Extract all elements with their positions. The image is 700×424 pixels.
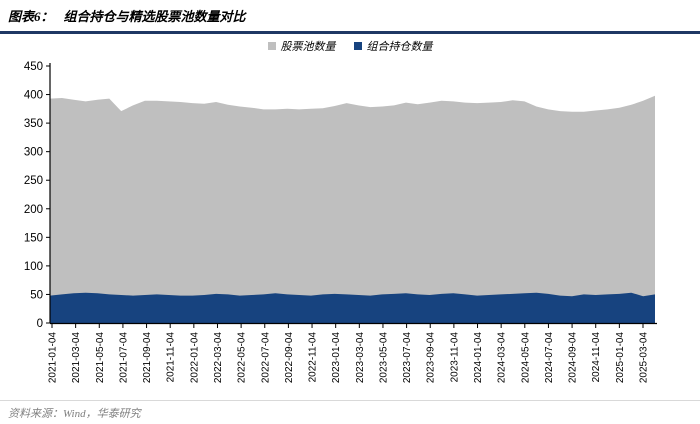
x-tick-label: 2023-05-04 xyxy=(378,332,389,384)
legend-label-holdings: 组合持仓数量 xyxy=(366,41,433,53)
x-tick-label: 2022-01-04 xyxy=(189,332,200,384)
x-tick-label: 2024-11-04 xyxy=(591,332,602,383)
source-note: 资料来源：Wind，华泰研究 xyxy=(8,408,141,420)
series-area-1 xyxy=(50,292,655,323)
x-tick-label: 2023-03-04 xyxy=(355,332,366,384)
chart-legend: 股票池数量 组合持仓数量 xyxy=(0,38,700,54)
x-tick-label: 2025-01-04 xyxy=(615,332,626,384)
y-tick-label: 0 xyxy=(37,318,43,330)
y-tick-label: 400 xyxy=(24,90,43,102)
x-tick-label: 2021-11-04 xyxy=(166,332,177,383)
figure-footer: 资料来源：Wind，华泰研究 xyxy=(0,400,700,421)
x-tick-label: 2023-07-04 xyxy=(402,332,413,384)
legend-swatch-holdings-icon xyxy=(353,42,362,50)
x-tick-label: 2025-03-04 xyxy=(639,332,650,384)
y-tick-label: 100 xyxy=(24,261,43,273)
x-tick-label: 2024-07-04 xyxy=(544,332,555,384)
figure-number: 图表6： xyxy=(8,9,54,24)
y-tick-label: 300 xyxy=(24,147,43,159)
x-tick-label: 2022-11-04 xyxy=(308,332,319,383)
y-tick-label: 250 xyxy=(24,175,43,187)
x-tick-label: 2021-09-04 xyxy=(142,332,153,384)
figure-header: 图表6： 组合持仓与精选股票池数量对比 xyxy=(0,0,700,34)
x-tick-label: 2022-05-04 xyxy=(237,332,248,384)
x-tick-label: 2023-11-04 xyxy=(449,332,460,383)
y-tick-label: 350 xyxy=(24,118,43,130)
x-tick-label: 2021-01-04 xyxy=(48,332,59,384)
x-tick-label: 2022-03-04 xyxy=(213,332,224,384)
x-tick-label: 2022-09-04 xyxy=(284,332,295,384)
legend-swatch-pool-icon xyxy=(267,42,276,50)
legend-item-holdings: 组合持仓数量 xyxy=(353,38,433,54)
y-tick-label: 150 xyxy=(24,232,43,244)
x-tick-label: 2021-07-04 xyxy=(118,332,129,384)
x-tick-label: 2023-09-04 xyxy=(426,332,437,384)
x-tick-label: 2024-05-04 xyxy=(520,332,531,384)
x-tick-label: 2024-09-04 xyxy=(568,332,579,384)
x-tick-label: 2024-03-04 xyxy=(497,332,508,384)
x-tick-label: 2021-03-04 xyxy=(71,332,82,384)
x-tick-label: 2022-07-04 xyxy=(260,332,271,384)
figure-title: 组合持仓与精选股票池数量对比 xyxy=(63,9,246,24)
y-tick-label: 200 xyxy=(24,204,43,216)
x-tick-label: 2024-01-04 xyxy=(473,332,484,384)
y-tick-label: 50 xyxy=(30,289,43,301)
x-tick-label: 2023-01-04 xyxy=(331,332,342,384)
legend-item-pool: 股票池数量 xyxy=(267,38,336,54)
area-chart-canvas: 0 50 100 150 200 250 300 350 400 450 2021-01-04 202… xyxy=(24,61,657,384)
series-area-0 xyxy=(50,95,655,323)
x-tick-label: 2021-05-04 xyxy=(95,332,106,384)
y-tick-label: 450 xyxy=(24,61,43,73)
legend-label-pool: 股票池数量 xyxy=(280,41,336,53)
